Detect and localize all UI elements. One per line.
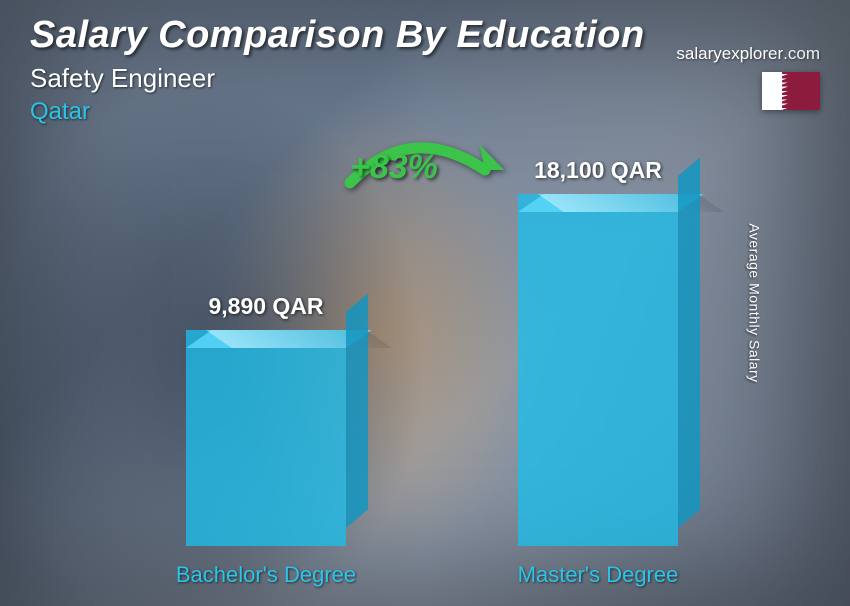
flag-white-band [762, 72, 782, 110]
bar-3d-shape [518, 194, 678, 546]
bar-front-face [518, 194, 678, 546]
header: Salary Comparison By Education Safety En… [30, 14, 820, 126]
bar-top-face [186, 330, 372, 348]
bar-front-face [186, 330, 346, 546]
bar-side-face [678, 158, 700, 528]
country-name: Qatar [30, 98, 820, 126]
bar-value-label: 9,890 QAR [176, 293, 356, 320]
bar-masters: 18,100 QAR Master's Degree [508, 157, 688, 546]
bar-top-face [518, 194, 704, 212]
bar-value-label: 18,100 QAR [508, 157, 688, 184]
watermark: salaryexplorer.com [676, 44, 820, 64]
bar-bachelors: 9,890 QAR Bachelor's Degree [176, 293, 356, 546]
bar-category-label: Bachelor's Degree [176, 562, 356, 588]
bar-category-label: Master's Degree [518, 562, 679, 588]
bar-chart: 9,890 QAR Bachelor's Degree 18,100 QAR M… [0, 136, 850, 606]
bar-side-face [346, 294, 368, 528]
watermark-brand: salaryexplorer [676, 44, 783, 63]
bar-3d-shape [186, 330, 346, 546]
job-title: Safety Engineer [30, 63, 820, 94]
watermark-suffix: .com [783, 44, 820, 63]
qatar-flag-icon [762, 72, 820, 110]
